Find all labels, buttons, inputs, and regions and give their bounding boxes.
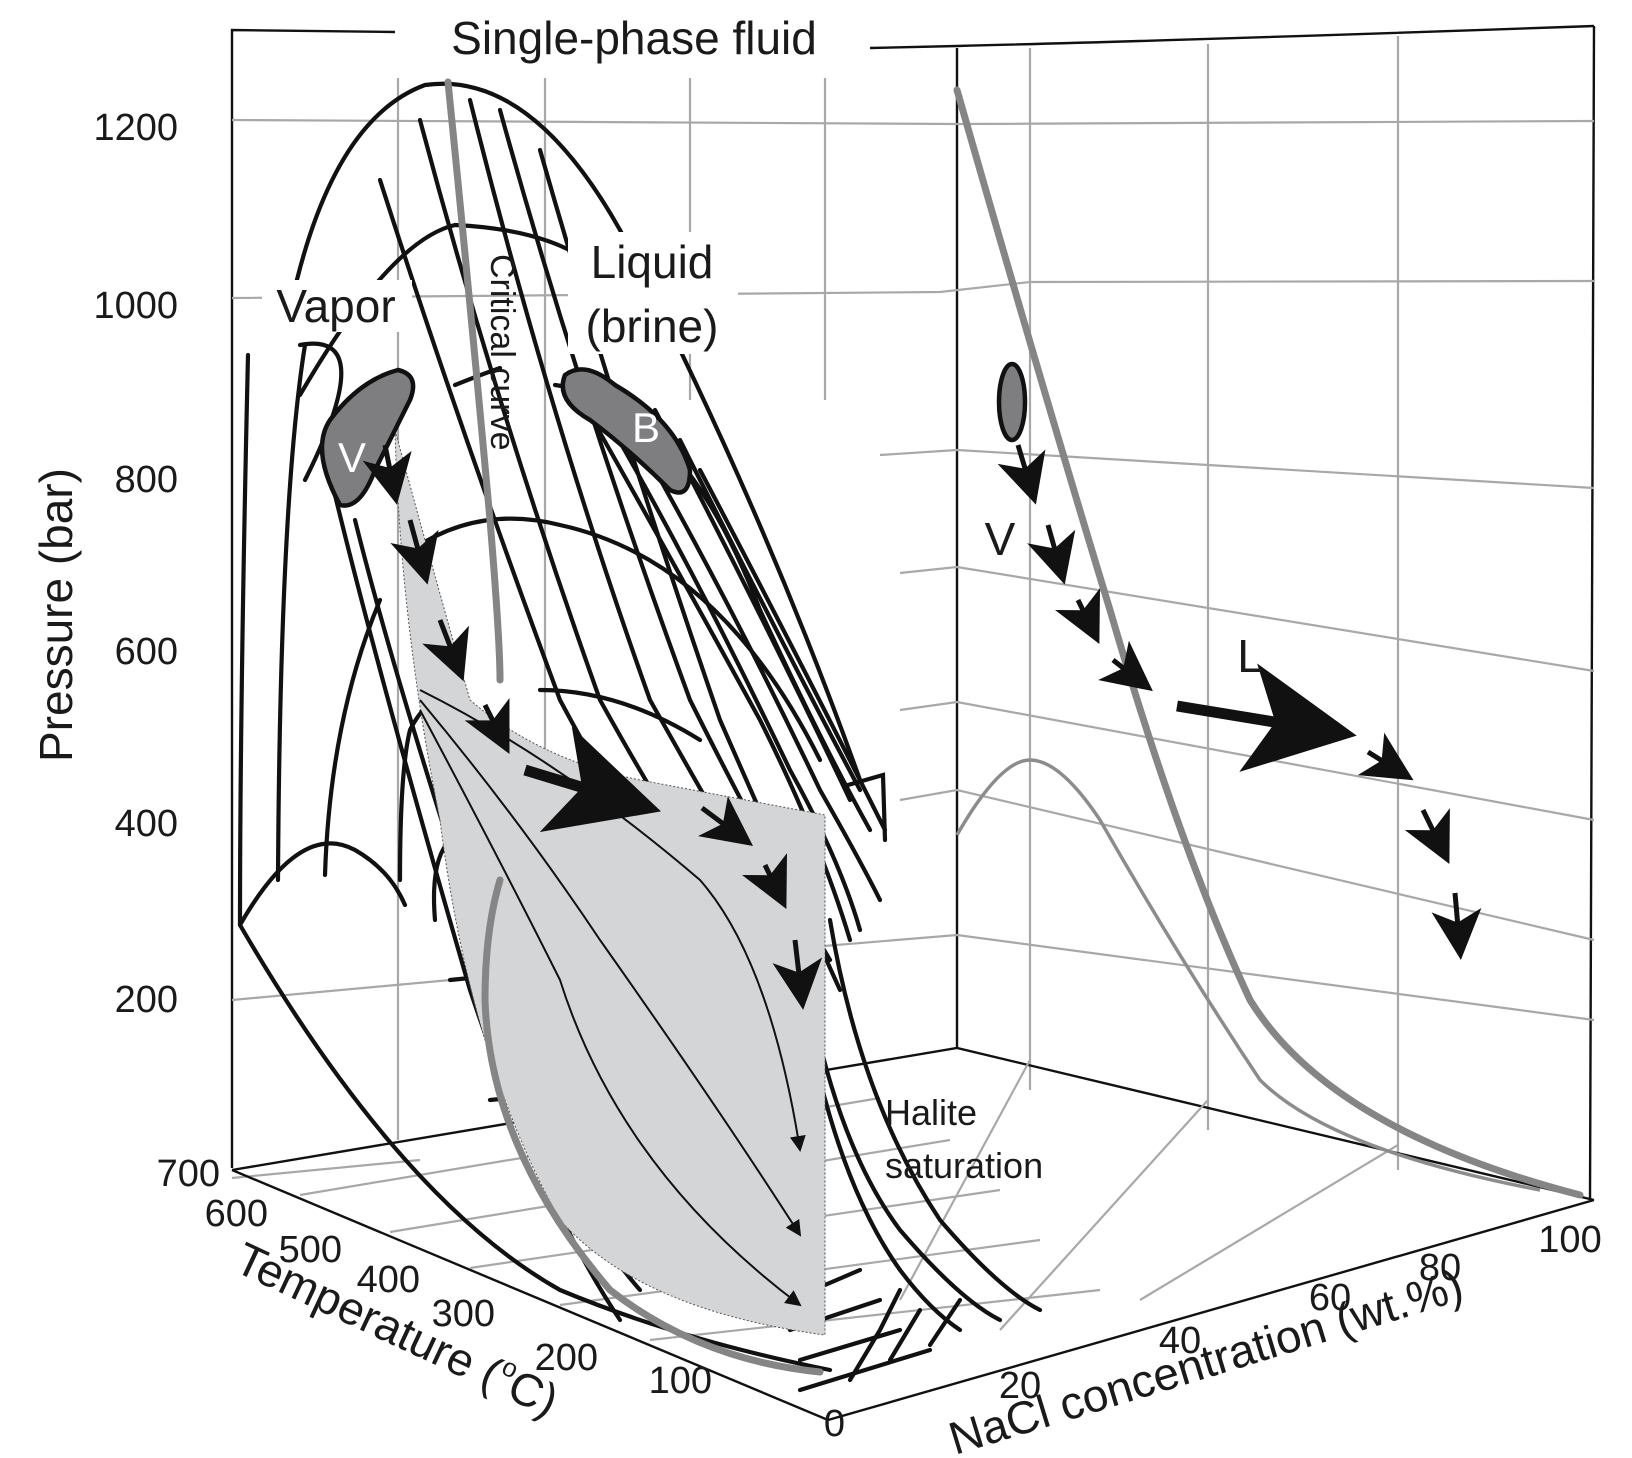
critical-curve-label: Critical curve <box>483 254 521 450</box>
tick-t-300: 300 <box>432 1293 495 1335</box>
brine-label: (brine) <box>586 300 719 352</box>
pressure-axis-label: Pressure (bar) <box>30 468 82 762</box>
floor-front-edges <box>231 1168 1595 1422</box>
right-evolution-arrows <box>997 444 1482 960</box>
brine-region-blob <box>560 367 693 495</box>
nacl-axis-label: NaCl concentration (wt.%) <box>943 1259 1469 1458</box>
critical-curve-projection <box>953 86 1584 1199</box>
liquid-label-backdrop <box>568 232 738 354</box>
tick-200: 200 <box>115 979 178 1021</box>
halite-projection-curve <box>955 758 1541 1192</box>
critical-curve-line <box>444 78 504 684</box>
projection-l-label: L <box>1237 630 1263 682</box>
tick-1200: 1200 <box>93 107 178 149</box>
blob-v-label: V <box>338 434 366 481</box>
title-backdrop <box>400 14 870 64</box>
tick-400: 400 <box>115 803 178 845</box>
liquid-label: Liquid <box>591 236 714 288</box>
tick-x-40: 40 <box>1159 1320 1201 1362</box>
tick-800: 800 <box>115 459 178 501</box>
tick-1000: 1000 <box>93 285 178 327</box>
tick-x-60: 60 <box>1309 1277 1351 1319</box>
tick-t-100: 100 <box>649 1360 712 1402</box>
critical-curve-low <box>481 876 824 1376</box>
tick-t-500: 500 <box>279 1229 342 1271</box>
single-phase-fluid-label: Single-phase fluid <box>451 12 817 64</box>
blob-b-label: B <box>632 404 660 451</box>
left-wall-edge <box>230 28 396 1168</box>
tick-t-200: 200 <box>535 1337 598 1379</box>
tick-t-700: 700 <box>157 1153 220 1195</box>
vapor-label-backdrop <box>262 280 412 332</box>
tick-x-20: 20 <box>999 1365 1041 1407</box>
vapor-label: Vapor <box>276 280 395 332</box>
projection-v-label: V <box>985 513 1016 565</box>
right-wall-edge <box>1588 25 1596 1201</box>
tick-x-80: 80 <box>1419 1247 1461 1289</box>
vapor-projection-blob <box>996 361 1028 443</box>
left-evolution-arrows <box>362 444 823 1010</box>
shaded-plane <box>394 429 826 1336</box>
nacl-ticks: 20 40 60 80 100 <box>999 1219 1602 1407</box>
temperature-ticks: 700 600 500 400 300 200 100 0 <box>157 1153 845 1445</box>
pressure-ticks: 200 400 600 800 1000 1200 <box>93 107 178 1021</box>
tick-x-100: 100 <box>1538 1219 1601 1261</box>
tick-t-600: 600 <box>205 1193 268 1235</box>
saturation-label: saturation <box>885 1145 1043 1186</box>
tick-t-0: 0 <box>824 1403 845 1445</box>
top-edge <box>869 24 1595 50</box>
tick-t-400: 400 <box>357 1259 420 1301</box>
tick-600: 600 <box>115 631 178 673</box>
halite-label: Halite <box>885 1092 977 1133</box>
